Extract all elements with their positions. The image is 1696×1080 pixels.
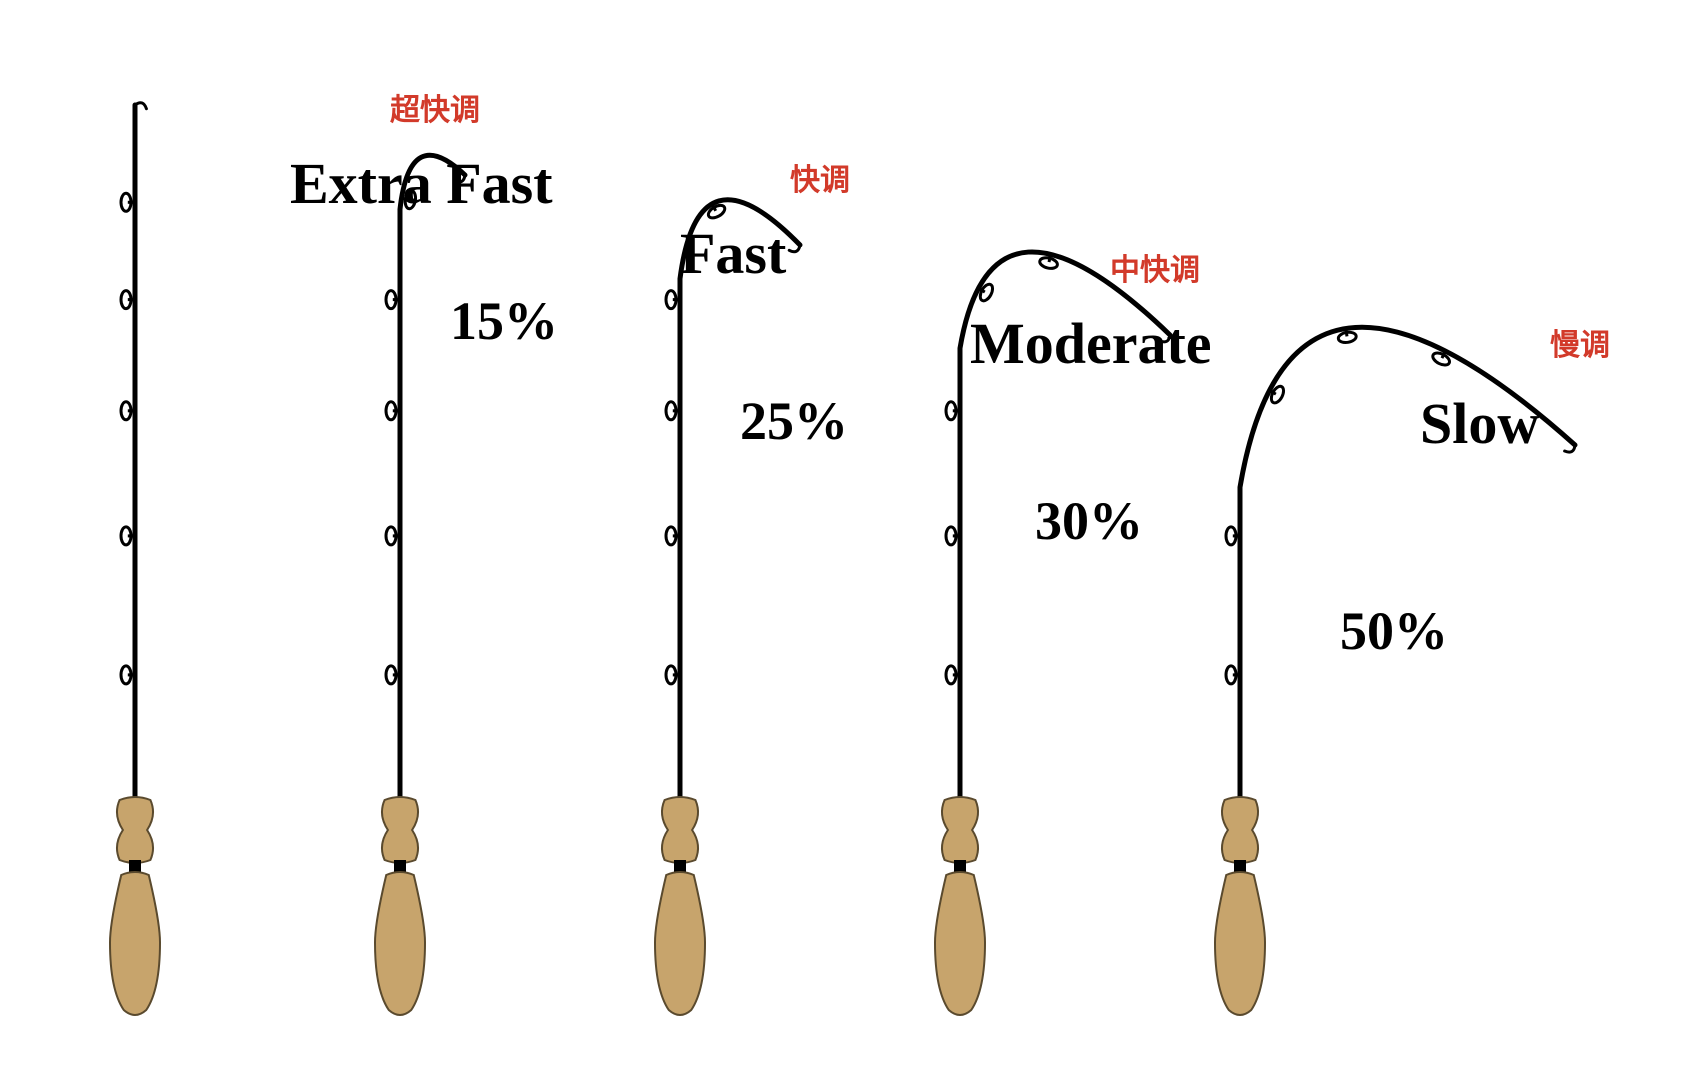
rod-lower-grip (655, 872, 705, 1015)
label-moderate-percent: 30% (1035, 490, 1143, 552)
line-guide (666, 402, 676, 420)
guide-foot (1346, 328, 1347, 336)
label-moderate-en: Moderate (970, 310, 1212, 377)
rod-reel-seat (129, 860, 141, 875)
rod-blank (400, 155, 465, 800)
label-extra-fast-en: Extra Fast (290, 150, 553, 217)
label-slow-en: Slow (1420, 390, 1539, 457)
line-guide (706, 203, 727, 221)
tip-guide (1565, 445, 1575, 452)
line-guide (121, 402, 131, 420)
line-guide (121, 193, 131, 211)
label-fast-en: Fast (680, 220, 786, 287)
line-guide (666, 666, 676, 684)
rod-reel-seat (394, 860, 406, 875)
line-guide (1226, 527, 1236, 545)
guide-foot (1049, 254, 1051, 262)
line-guide (978, 282, 995, 303)
rod-reel-seat (1234, 860, 1246, 875)
line-guide (386, 527, 396, 545)
line-guide (121, 291, 131, 309)
tip-guide (135, 103, 146, 109)
rod-upper-grip (942, 797, 978, 863)
label-extra-fast-cn: 超快调 (390, 85, 480, 129)
rod-upper-grip (382, 797, 418, 863)
rod-upper-grip (1222, 797, 1258, 863)
label-moderate-cn: 中快调 (1110, 245, 1200, 289)
rod-upper-grip (662, 797, 698, 863)
rod-lower-grip (375, 872, 425, 1015)
line-guide (946, 402, 956, 420)
line-guide (1269, 384, 1286, 405)
guide-foot (712, 204, 716, 211)
line-guide (1338, 331, 1357, 344)
guide-foot (1442, 351, 1445, 358)
rod-blank (680, 200, 800, 800)
line-guide (121, 527, 131, 545)
line-guide (666, 527, 676, 545)
line-guide (946, 666, 956, 684)
rod-reel-seat (954, 860, 966, 875)
guide-foot (978, 288, 984, 292)
line-guide (1431, 350, 1452, 367)
label-slow-cn: 慢调 (1550, 320, 1610, 364)
line-guide (1039, 256, 1059, 270)
rod-reel-seat (674, 860, 686, 875)
label-slow-percent: 50% (1340, 600, 1448, 662)
label-fast-cn: 快调 (790, 155, 850, 199)
line-guide (386, 402, 396, 420)
tip-guide (789, 245, 800, 252)
line-guide (666, 291, 676, 309)
line-guide (121, 666, 131, 684)
rod-lower-grip (110, 872, 160, 1015)
line-guide (946, 527, 956, 545)
rod-upper-grip (117, 797, 153, 863)
label-extra-fast-percent: 15% (450, 290, 558, 352)
label-fast-percent: 25% (740, 390, 848, 452)
line-guide (1226, 666, 1236, 684)
line-guide (386, 666, 396, 684)
guide-foot (1269, 390, 1275, 394)
rod-lower-grip (935, 872, 985, 1015)
line-guide (386, 291, 396, 309)
rod-lower-grip (1215, 872, 1265, 1015)
